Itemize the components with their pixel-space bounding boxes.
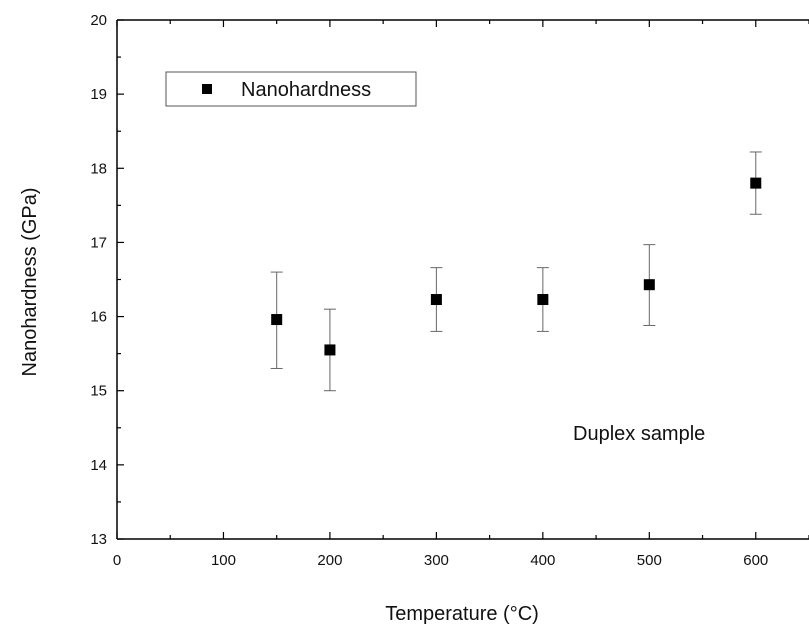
y-axis-ticks: 13 14 15 16 17 18 19 20 xyxy=(90,12,124,548)
y-tick-label: 19 xyxy=(90,86,107,103)
data-point-group xyxy=(749,151,762,215)
data-point-group xyxy=(323,308,336,392)
data-point-group xyxy=(430,267,443,332)
data-point-marker xyxy=(271,314,283,326)
data-point-marker xyxy=(537,294,549,306)
legend-label: Nanohardness xyxy=(241,79,371,101)
y-tick-label: 17 xyxy=(90,234,107,251)
y-tick-label: 13 xyxy=(90,531,107,548)
data-point-group xyxy=(643,244,656,326)
legend: Nanohardness xyxy=(165,71,417,107)
data-point-marker xyxy=(430,294,442,306)
data-point-marker xyxy=(750,177,762,189)
x-axis-ticks: 0 100 200 300 400 500 600 xyxy=(113,20,809,569)
x-tick-label: 500 xyxy=(637,552,662,569)
data-point-group xyxy=(536,267,549,332)
x-tick-label: 0 xyxy=(113,552,121,569)
data-points xyxy=(270,151,762,392)
y-tick-label: 14 xyxy=(90,457,107,474)
x-tick-label: 400 xyxy=(530,552,555,569)
y-tick-label: 20 xyxy=(90,12,107,29)
data-point-marker xyxy=(643,279,655,291)
x-tick-label: 200 xyxy=(317,552,342,569)
x-tick-label: 600 xyxy=(743,552,768,569)
y-axis-label: Nanohardness (GPa) xyxy=(19,188,41,377)
x-tick-label: 100 xyxy=(211,552,236,569)
legend-marker-square xyxy=(202,84,212,94)
data-point-group xyxy=(270,271,283,369)
data-point-marker xyxy=(324,344,336,356)
x-axis-label: Temperature (°C) xyxy=(385,603,539,625)
annotation-text: Duplex sample xyxy=(573,423,705,445)
y-tick-label: 16 xyxy=(90,309,107,326)
x-tick-label: 300 xyxy=(424,552,449,569)
y-tick-label: 15 xyxy=(90,383,107,400)
y-tick-label: 18 xyxy=(90,160,107,177)
